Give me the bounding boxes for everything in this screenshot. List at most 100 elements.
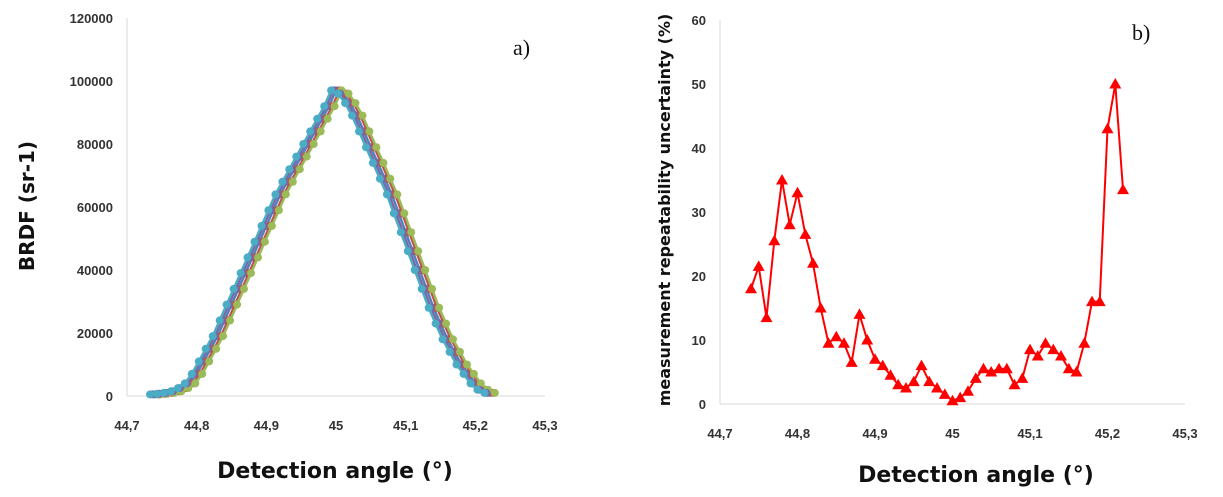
panel-b-triangle-marker — [830, 330, 843, 342]
panel-a-data-point — [180, 379, 189, 388]
panel-b-y-tick-label: 10 — [692, 333, 706, 348]
panel-a-data-point — [299, 140, 308, 148]
panel-a-data-point — [417, 284, 426, 293]
panel-a-data-point — [212, 344, 221, 353]
panel-b-triangle-marker — [745, 282, 757, 294]
panel-b-triangle-marker — [946, 394, 959, 406]
panel-a-data-point — [396, 228, 405, 237]
panel-a-data-point — [254, 253, 262, 262]
panel-a-data-point — [330, 102, 339, 111]
panel-a-data-point — [205, 357, 214, 366]
panel-a-data-point — [313, 114, 322, 123]
panel-a-x-tick-label: 45,3 — [532, 418, 557, 433]
panel-a-data-point — [476, 379, 485, 388]
panel-b-triangle-marker — [900, 382, 912, 393]
panel-a-y-tick-labels: 0 20000 40000 60000 80000 100000 120000 — [70, 11, 113, 404]
panel-a-data-point — [480, 388, 489, 397]
panel-a-data-point — [271, 190, 280, 199]
panel-b-triangle-marker — [969, 372, 982, 383]
panel-b-triangle-marker — [783, 218, 796, 230]
panel-b-triangle-marker — [954, 391, 967, 403]
panel-a-data-point — [469, 369, 478, 378]
panel-b-label: b) — [1132, 20, 1150, 45]
panel-a-data-point — [351, 99, 360, 108]
panel-b-x-tick-label: 44,7 — [707, 426, 732, 441]
panel-a-series-5 — [146, 86, 489, 399]
panel-a-x-tick-labels: 44,7 44,8 44,9 45 45,1 45,2 45,3 — [114, 418, 557, 433]
panel-b-y-tick-label: 30 — [692, 205, 706, 220]
panel-b-triangle-marker — [1016, 372, 1029, 383]
panel-a-data-point — [240, 284, 248, 293]
panel-a-data-point — [368, 158, 377, 167]
panel-b-triangle-marker — [1031, 350, 1044, 361]
panel-b-x-tick-label: 44,8 — [785, 426, 810, 441]
panel-a-data-point — [452, 360, 461, 369]
panel-b-triangle-marker — [907, 375, 920, 387]
panel-a-data-point — [490, 388, 499, 397]
panel-b-triangle-marker — [892, 378, 905, 390]
panel-a-label: a) — [513, 35, 530, 60]
panel-b-x-axis-title: Detection angle (°) — [858, 463, 1094, 488]
panel-b-x-tick-label: 45,1 — [1017, 426, 1042, 441]
panel-a-data-point — [278, 177, 287, 186]
panel-a-data-point — [159, 388, 168, 397]
panel-a-data-point — [208, 332, 217, 341]
panel-a-data-point — [281, 190, 290, 199]
panel-b-triangle-marker — [1086, 295, 1098, 307]
panel-a-data-point — [295, 165, 304, 174]
panel-b-y-tick-label: 50 — [692, 77, 706, 92]
panel-a-x-tick-label: 45 — [329, 418, 343, 433]
panel-a-data-point — [219, 332, 228, 341]
panel-a-data-point — [233, 300, 242, 309]
panel-a-data-point — [187, 369, 196, 378]
panel-a-data-point — [267, 221, 276, 230]
panel-b-triangle-marker — [977, 362, 990, 374]
panel-a-data-point — [327, 86, 336, 95]
panel-b-x-tick-label: 44,9 — [862, 426, 887, 441]
panel-b-triangle-marker — [791, 186, 804, 198]
panel-a-data-point — [334, 89, 343, 98]
panel-a-data-point — [201, 344, 210, 353]
panel-b-triangle-marker — [1101, 122, 1114, 134]
panel-a-data-point — [400, 209, 409, 218]
panel-a-data-point — [153, 389, 161, 398]
panel-a-data-point — [355, 127, 363, 136]
panel-a-data-point — [428, 284, 437, 293]
panel-a-data-point — [257, 221, 266, 230]
panel-b-triangle-marker — [884, 369, 897, 380]
panel-b-triangle-marker — [923, 375, 936, 387]
panel-a-series-group — [146, 86, 499, 399]
panel-b-triangle-marker — [1039, 337, 1052, 348]
panel-b-triangle-marker — [822, 337, 835, 348]
panel-b-series-group — [745, 78, 1129, 406]
panel-a-data-point — [323, 114, 332, 123]
panel-b-triangle-marker — [861, 334, 874, 345]
panel-b-triangle-marker — [931, 382, 943, 393]
panel-a-data-point — [302, 152, 311, 161]
panel-b-triangle-marker — [760, 311, 773, 323]
panel-a-data-point — [379, 158, 388, 167]
panel-a-data-point — [466, 379, 475, 388]
panel-a-data-point — [250, 237, 259, 246]
panel-b-triangle-marker — [1008, 378, 1021, 390]
panel-b-triangle-marker — [845, 356, 858, 367]
panel-b-triangle-marker — [1062, 362, 1075, 374]
panel-b-triangle-marker — [776, 174, 788, 185]
panel-b-x-tick-label: 45,3 — [1172, 426, 1197, 441]
panel-b-y-tick-label: 0 — [699, 397, 706, 412]
panel-a-data-point — [173, 384, 182, 393]
panel-b-triangle-marker — [1055, 350, 1067, 361]
panel-a-data-point — [146, 390, 154, 399]
panel-b-triangle-marker — [985, 366, 998, 377]
panel-a-x-tick-label: 44,8 — [184, 418, 209, 433]
panel-b-y-tick-label: 40 — [692, 141, 706, 156]
panel-b-triangle-marker — [1047, 343, 1060, 355]
panel-b-triangle-marker — [915, 359, 928, 371]
panel-a-data-point — [166, 387, 175, 396]
panel-b-triangle-marker — [993, 362, 1005, 374]
panel-a-data-point — [222, 300, 231, 309]
panel-b-triangle-marker — [1117, 183, 1129, 195]
panel-b-y-tick-labels: 0 10 20 30 40 50 60 — [692, 13, 706, 412]
panel-a-data-point — [243, 253, 252, 262]
